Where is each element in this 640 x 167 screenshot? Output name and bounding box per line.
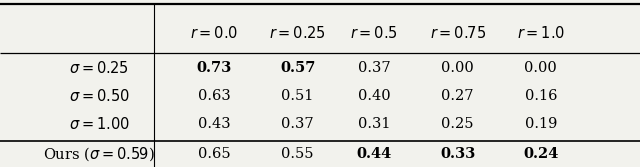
Text: $\sigma = 0.50$: $\sigma = 0.50$ (68, 88, 130, 104)
Text: 0.55: 0.55 (282, 147, 314, 161)
Text: 0.25: 0.25 (442, 117, 474, 131)
Text: $r = 0.5$: $r = 0.5$ (351, 25, 398, 41)
Text: 0.24: 0.24 (523, 147, 559, 161)
Text: 0.63: 0.63 (198, 89, 231, 103)
Text: 0.33: 0.33 (440, 147, 476, 161)
Text: $\sigma = 0.25$: $\sigma = 0.25$ (69, 60, 129, 76)
Text: 0.27: 0.27 (442, 89, 474, 103)
Text: 0.19: 0.19 (525, 117, 557, 131)
Text: 0.37: 0.37 (282, 117, 314, 131)
Text: 0.44: 0.44 (356, 147, 392, 161)
Text: 0.51: 0.51 (282, 89, 314, 103)
Text: $\sigma = 1.00$: $\sigma = 1.00$ (68, 116, 130, 132)
Text: $r = 0.0$: $r = 0.0$ (190, 25, 239, 41)
Text: 0.31: 0.31 (358, 117, 390, 131)
Text: $r = 0.25$: $r = 0.25$ (269, 25, 326, 41)
Text: 0.73: 0.73 (196, 61, 232, 75)
Text: Ours ($\sigma = 0.59$): Ours ($\sigma = 0.59$) (44, 146, 155, 163)
Text: 0.65: 0.65 (198, 147, 230, 161)
Text: 0.00: 0.00 (524, 61, 557, 75)
Text: 0.37: 0.37 (358, 61, 390, 75)
Text: 0.40: 0.40 (358, 89, 390, 103)
Text: 0.00: 0.00 (441, 61, 474, 75)
Text: $r = 1.0$: $r = 1.0$ (516, 25, 565, 41)
Text: 0.16: 0.16 (525, 89, 557, 103)
Text: $r = 0.75$: $r = 0.75$ (429, 25, 486, 41)
Text: 0.57: 0.57 (280, 61, 316, 75)
Text: 0.43: 0.43 (198, 117, 230, 131)
